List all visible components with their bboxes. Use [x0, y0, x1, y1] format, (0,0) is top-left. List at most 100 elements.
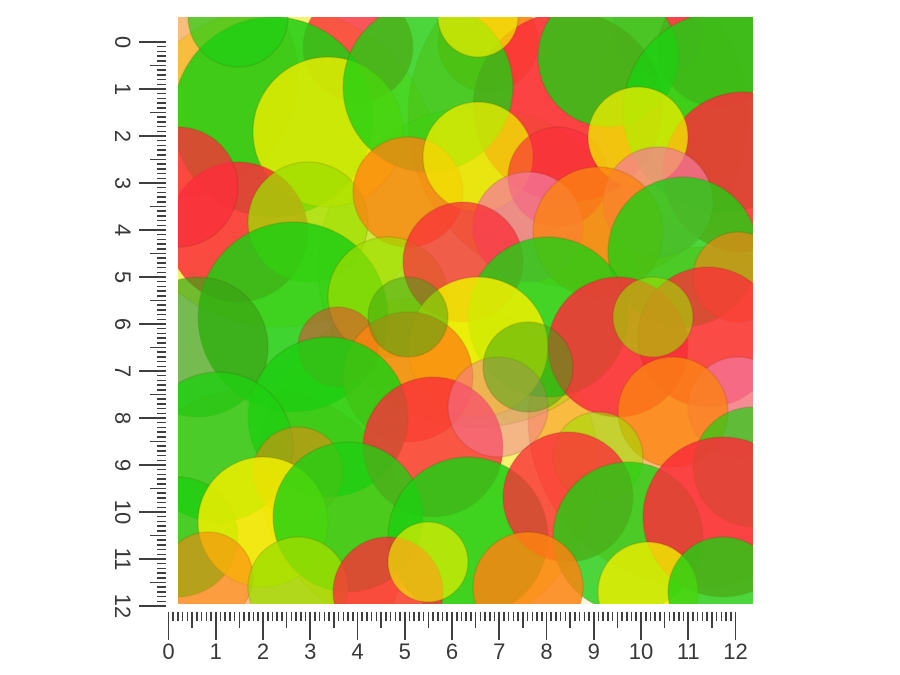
ruler-tick	[157, 224, 166, 227]
ruler-tick	[229, 612, 231, 621]
ruler-tick	[157, 116, 166, 118]
ruler-tick	[139, 323, 166, 325]
ruler-label: 7	[493, 639, 506, 664]
ruler-tick	[150, 205, 166, 208]
ruler-tick	[734, 612, 737, 640]
ruler-tick	[157, 553, 166, 556]
ruler-tick	[399, 612, 401, 621]
ruler-tick	[668, 612, 671, 621]
ruler-label: 2	[110, 129, 135, 143]
ruler-tick	[157, 473, 166, 476]
ruler-tick	[157, 149, 166, 151]
pattern-swatch	[178, 17, 753, 604]
ruler-tick	[157, 567, 166, 570]
ruler-tick	[432, 612, 434, 621]
ruler-tick	[157, 257, 166, 259]
ruler-tick	[157, 356, 166, 358]
ruler-tick	[574, 612, 576, 621]
ruler-tick	[233, 612, 236, 621]
ruler-tick	[157, 74, 166, 76]
bokeh-circle	[667, 536, 753, 604]
bokeh-circle	[437, 17, 519, 58]
ruler-tick	[531, 612, 534, 621]
ruler-tick	[157, 421, 166, 424]
ruler-tick	[157, 515, 166, 518]
ruler-tick	[167, 612, 170, 640]
ruler-tick	[150, 158, 166, 161]
ruler-tick	[356, 612, 359, 640]
ruler-tick	[157, 389, 166, 391]
ruler-tick	[157, 412, 166, 415]
ruler-tick	[711, 612, 713, 628]
ruler-label: 5	[110, 270, 135, 284]
ruler-tick	[224, 612, 226, 621]
ruler-tick	[181, 612, 184, 621]
ruler-tick	[139, 88, 166, 90]
bokeh-circle	[367, 276, 449, 358]
ruler-tick	[157, 586, 166, 588]
ruler-tick	[663, 612, 666, 628]
ruler-tick	[157, 60, 166, 62]
ruler-label: 10	[628, 639, 654, 664]
ruler-tick	[616, 612, 619, 628]
ruler-tick	[157, 121, 166, 123]
ruler-tick	[644, 612, 647, 621]
ruler-tick	[630, 612, 633, 621]
ruler-tick	[517, 612, 519, 621]
ruler-tick	[635, 612, 638, 621]
ruler-tick	[157, 539, 166, 541]
ruler-label: 8	[540, 639, 553, 664]
bokeh-pattern-canvas	[178, 17, 753, 604]
ruler-tick	[578, 612, 581, 621]
bokeh-circle	[187, 17, 289, 68]
ruler-label: 9	[587, 639, 600, 664]
ruler-tick	[157, 50, 166, 53]
ruler-tick	[157, 548, 166, 551]
ruler-tick	[238, 612, 241, 628]
ruler-tick	[157, 168, 166, 170]
ruler-tick	[465, 612, 467, 621]
ruler-tick	[157, 92, 166, 95]
ruler-label: 7	[110, 364, 135, 378]
ruler-tick	[257, 612, 260, 621]
ruler-tick	[157, 572, 166, 574]
ruler-label: 4	[110, 223, 135, 237]
ruler-tick	[555, 612, 557, 621]
ruler-tick	[150, 346, 166, 349]
ruler-tick	[157, 238, 166, 241]
ruler-tick	[493, 612, 496, 621]
ruler-tick	[186, 612, 189, 621]
ruler-label: 11	[110, 547, 135, 571]
ruler-tick	[687, 612, 690, 640]
ruler-tick	[427, 612, 430, 628]
ruler-tick	[361, 612, 364, 621]
ruler-tick	[150, 581, 166, 584]
ruler-tick	[157, 520, 166, 523]
ruler-tick	[479, 612, 482, 621]
ruler-tick	[150, 111, 166, 114]
ruler-tick	[271, 612, 274, 621]
ruler-tick	[366, 612, 368, 621]
ruler-label: 9	[110, 458, 135, 472]
ruler-tick	[318, 612, 321, 621]
ruler-tick	[451, 612, 453, 640]
ruler-tick	[157, 398, 166, 400]
ruler-label: 12	[723, 639, 748, 664]
ruler-tick	[157, 454, 166, 457]
ruler-tick	[157, 243, 166, 245]
ruler-tick	[157, 304, 166, 306]
ruler-tick	[328, 612, 330, 621]
ruler-tick	[470, 612, 472, 621]
ruler-tick	[157, 262, 166, 264]
ruler-tick	[157, 360, 166, 363]
ruler-tick	[157, 266, 166, 269]
ruler-tick	[370, 612, 373, 621]
ruler-tick	[157, 290, 166, 292]
ruler-tick	[455, 612, 458, 621]
ruler-tick	[157, 374, 166, 377]
ruler-tick	[304, 612, 307, 621]
ruler-tick	[706, 612, 708, 621]
ruler-tick	[564, 612, 567, 621]
ruler-tick	[337, 612, 340, 621]
ruler-tick	[626, 612, 628, 621]
